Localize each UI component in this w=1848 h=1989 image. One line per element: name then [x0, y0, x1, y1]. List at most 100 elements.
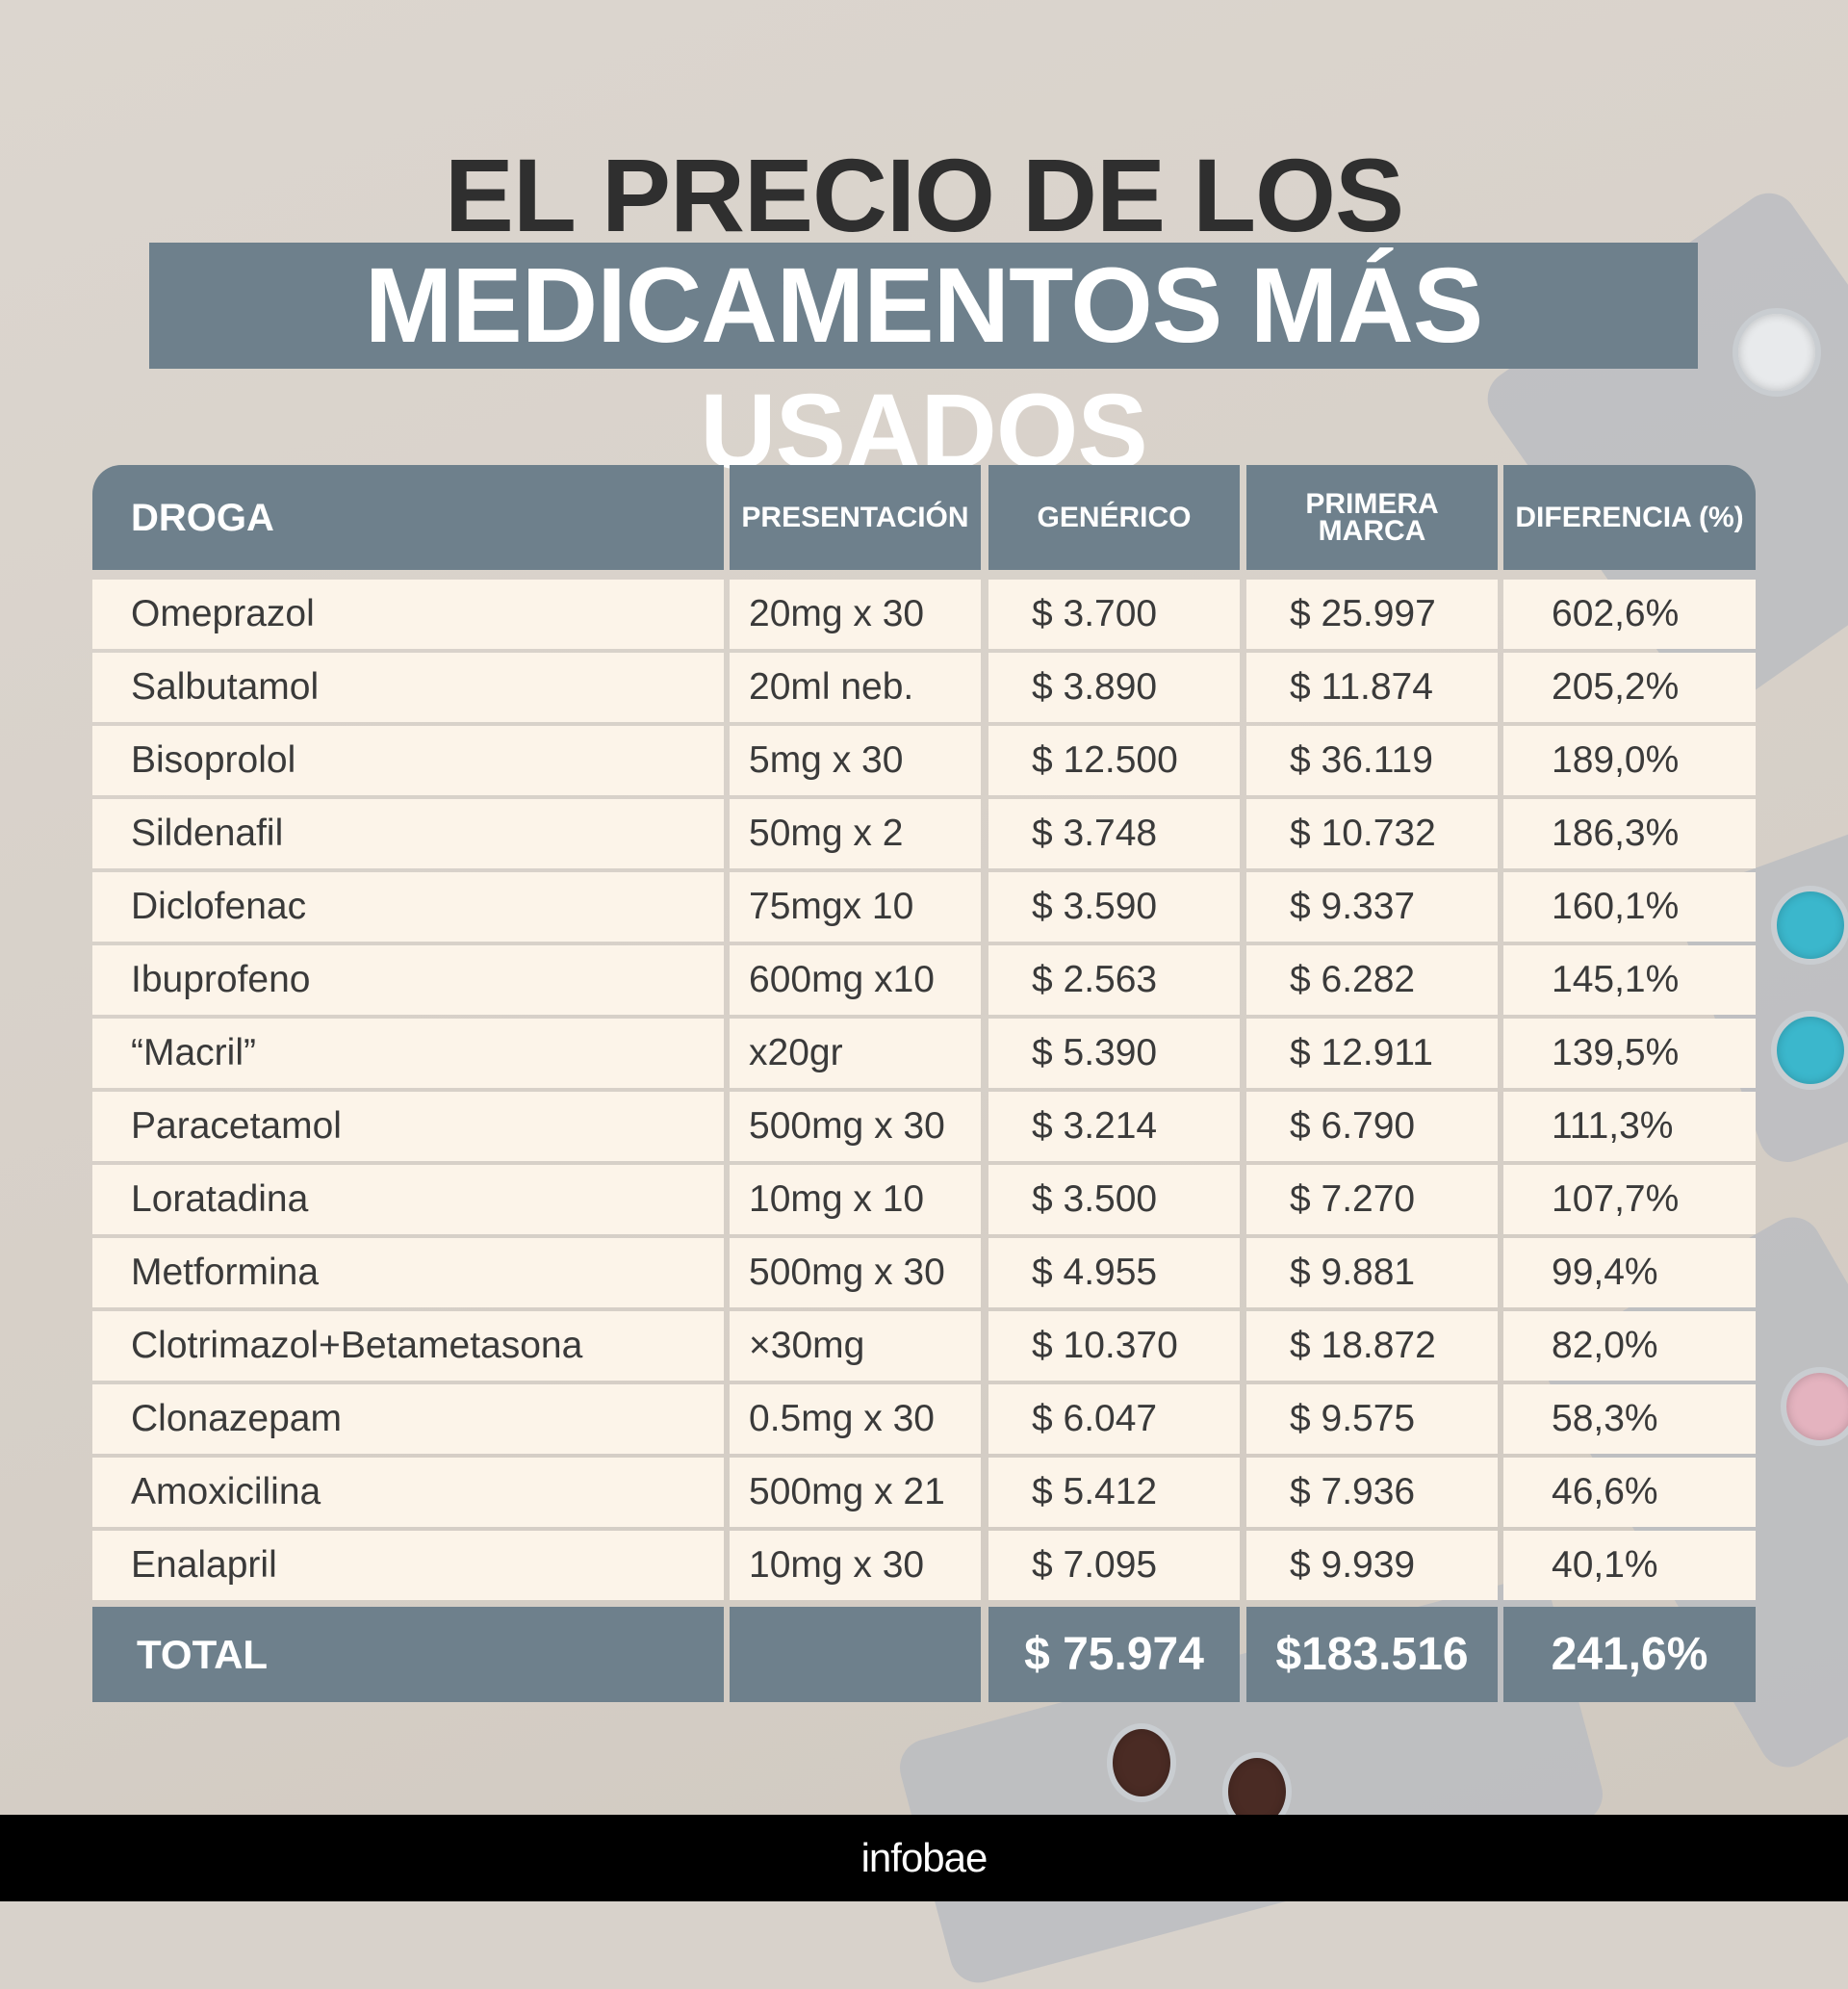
cell-presentacion: 500mg x 21 — [730, 1458, 981, 1527]
cell-primera-marca: $ 7.936 — [1246, 1458, 1498, 1527]
table-row: Diclofenac 75mgx 10 $ 3.590 $ 9.337 160,1% — [92, 872, 1756, 942]
total-diferencia: 241,6% — [1503, 1607, 1756, 1702]
cell-diferencia: 145,1% — [1503, 945, 1756, 1015]
cell-droga: Salbutamol — [92, 653, 724, 722]
cell-diferencia: 40,1% — [1503, 1531, 1756, 1600]
table-row: Salbutamol 20ml neb. $ 3.890 $ 11.874 205,2% — [92, 653, 1756, 722]
title-line-1: EL PRECIO DE LOS — [444, 137, 1404, 253]
cell-droga: Bisoprolol — [92, 726, 724, 795]
cell-diferencia: 46,6% — [1503, 1458, 1756, 1527]
title-banner: MEDICAMENTOS MÁS USADOS — [149, 243, 1698, 491]
cell-droga: “Macril” — [92, 1019, 724, 1088]
table-header: DROGA PRESENTACIÓN GENÉRICO PRIMERA MARC… — [92, 465, 1756, 570]
cell-generico: $ 3.748 — [988, 799, 1240, 868]
pill-decoration — [1107, 1723, 1176, 1802]
cell-generico: $ 2.563 — [988, 945, 1240, 1015]
cell-diferencia: 186,3% — [1503, 799, 1756, 868]
cell-droga: Ibuprofeno — [92, 945, 724, 1015]
cell-diferencia: 82,0% — [1503, 1311, 1756, 1381]
header-presentacion: PRESENTACIÓN — [730, 465, 981, 570]
cell-presentacion: ×30mg — [730, 1311, 981, 1381]
table-row: Ibuprofeno 600mg x10 $ 2.563 $ 6.282 145,1% — [92, 945, 1756, 1015]
cell-primera-marca: $ 36.119 — [1246, 726, 1498, 795]
cell-generico: $ 3.890 — [988, 653, 1240, 722]
cell-generico: $ 5.390 — [988, 1019, 1240, 1088]
table-row: Paracetamol 500mg x 30 $ 3.214 $ 6.790 111,3… — [92, 1092, 1756, 1161]
cell-generico: $ 4.955 — [988, 1238, 1240, 1307]
cell-diferencia: 160,1% — [1503, 872, 1756, 942]
cell-primera-marca: $ 9.881 — [1246, 1238, 1498, 1307]
cell-diferencia: 205,2% — [1503, 653, 1756, 722]
header-generico: GENÉRICO — [988, 465, 1240, 570]
total-presentacion — [730, 1607, 981, 1702]
cell-presentacion: 600mg x10 — [730, 945, 981, 1015]
cell-presentacion: 75mgx 10 — [730, 872, 981, 942]
cell-generico: $ 3.700 — [988, 580, 1240, 649]
total-row: TOTAL $ 75.974 $183.516 241,6% — [92, 1607, 1756, 1702]
table-row: Metformina 500mg x 30 $ 4.955 $ 9.881 99,4% — [92, 1238, 1756, 1307]
header-primera-marca: PRIMERA MARCA — [1246, 465, 1498, 570]
header-droga: DROGA — [92, 465, 724, 570]
cell-diferencia: 139,5% — [1503, 1019, 1756, 1088]
cell-droga: Diclofenac — [92, 872, 724, 942]
cell-generico: $ 10.370 — [988, 1311, 1240, 1381]
cell-primera-marca: $ 11.874 — [1246, 653, 1498, 722]
table-row: Bisoprolol 5mg x 30 $ 12.500 $ 36.119 189,0% — [92, 726, 1756, 795]
cell-primera-marca: $ 18.872 — [1246, 1311, 1498, 1381]
cell-presentacion: 10mg x 30 — [730, 1531, 981, 1600]
cell-primera-marca: $ 6.790 — [1246, 1092, 1498, 1161]
cell-presentacion: 500mg x 30 — [730, 1238, 981, 1307]
cell-primera-marca: $ 9.337 — [1246, 872, 1498, 942]
pill-decoration — [1732, 308, 1821, 397]
cell-generico: $ 6.047 — [988, 1384, 1240, 1454]
cell-primera-marca: $ 12.911 — [1246, 1019, 1498, 1088]
pill-decoration — [1781, 1367, 1848, 1446]
cell-diferencia: 99,4% — [1503, 1238, 1756, 1307]
total-label: TOTAL — [92, 1607, 724, 1702]
pill-decoration — [1771, 1011, 1848, 1090]
cell-presentacion: 0.5mg x 30 — [730, 1384, 981, 1454]
cell-diferencia: 111,3% — [1503, 1092, 1756, 1161]
cell-droga: Clonazepam — [92, 1384, 724, 1454]
table-row: Enalapril 10mg x 30 $ 7.095 $ 9.939 40,1% — [92, 1531, 1756, 1600]
header-diferencia: DIFERENCIA (%) — [1503, 465, 1756, 570]
cell-generico: $ 3.590 — [988, 872, 1240, 942]
cell-generico: $ 3.500 — [988, 1165, 1240, 1234]
table-row: Clonazepam 0.5mg x 30 $ 6.047 $ 9.575 58,3% — [92, 1384, 1756, 1454]
cell-primera-marca: $ 9.575 — [1246, 1384, 1498, 1454]
cell-droga: Paracetamol — [92, 1092, 724, 1161]
pill-decoration — [1771, 886, 1848, 965]
cell-droga: Omeprazol — [92, 580, 724, 649]
infobae-logo: infobae — [0, 1815, 1848, 1901]
cell-primera-marca: $ 9.939 — [1246, 1531, 1498, 1600]
cell-presentacion: 10mg x 10 — [730, 1165, 981, 1234]
table-row: Amoxicilina 500mg x 21 $ 5.412 $ 7.936 46,6% — [92, 1458, 1756, 1527]
cell-primera-marca: $ 10.732 — [1246, 799, 1498, 868]
cell-droga: Amoxicilina — [92, 1458, 724, 1527]
cell-generico: $ 3.214 — [988, 1092, 1240, 1161]
cell-generico: $ 7.095 — [988, 1531, 1240, 1600]
cell-droga: Sildenafil — [92, 799, 724, 868]
cell-droga: Metformina — [92, 1238, 724, 1307]
cell-primera-marca: $ 25.997 — [1246, 580, 1498, 649]
cell-presentacion: 500mg x 30 — [730, 1092, 981, 1161]
total-generico: $ 75.974 — [988, 1607, 1240, 1702]
cell-presentacion: 50mg x 2 — [730, 799, 981, 868]
cell-droga: Clotrimazol+Betametasona — [92, 1311, 724, 1381]
cell-primera-marca: $ 7.270 — [1246, 1165, 1498, 1234]
table-row: Clotrimazol+Betametasona ×30mg $ 10.370 $ 1… — [92, 1311, 1756, 1381]
cell-diferencia: 107,7% — [1503, 1165, 1756, 1234]
cell-droga: Enalapril — [92, 1531, 724, 1600]
cell-presentacion: 5mg x 30 — [730, 726, 981, 795]
table-row: Sildenafil 50mg x 2 $ 3.748 $ 10.732 186,3% — [92, 799, 1756, 868]
cell-generico: $ 12.500 — [988, 726, 1240, 795]
table-row: “Macril” x20gr $ 5.390 $ 12.911 139,5% — [92, 1019, 1756, 1088]
cell-droga: Loratadina — [92, 1165, 724, 1234]
table-row: Omeprazol 20mg x 30 $ 3.700 $ 25.997 602,6% — [92, 580, 1756, 649]
cell-presentacion: 20mg x 30 — [730, 580, 981, 649]
total-primera-marca: $183.516 — [1246, 1607, 1498, 1702]
cell-diferencia: 189,0% — [1503, 726, 1756, 795]
cell-presentacion: x20gr — [730, 1019, 981, 1088]
cell-presentacion: 20ml neb. — [730, 653, 981, 722]
cell-primera-marca: $ 6.282 — [1246, 945, 1498, 1015]
